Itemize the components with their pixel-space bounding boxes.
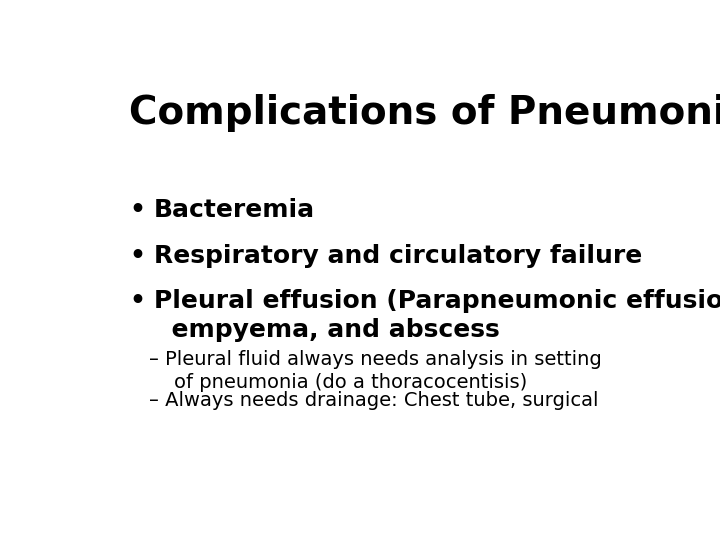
Text: Complications of Pneumonia: Complications of Pneumonia (129, 94, 720, 132)
Text: •: • (129, 289, 145, 313)
Text: Bacteremia: Bacteremia (154, 198, 315, 222)
Text: – Always needs drainage: Chest tube, surgical: – Always needs drainage: Chest tube, sur… (148, 391, 598, 410)
Text: – Pleural fluid always needs analysis in setting
    of pneumonia (do a thoracoc: – Pleural fluid always needs analysis in… (148, 349, 601, 392)
Text: •: • (129, 198, 145, 222)
Text: Respiratory and circulatory failure: Respiratory and circulatory failure (154, 244, 642, 268)
Text: •: • (129, 244, 145, 268)
Text: Pleural effusion (Parapneumonic effusion),
  empyema, and abscess: Pleural effusion (Parapneumonic effusion… (154, 289, 720, 342)
